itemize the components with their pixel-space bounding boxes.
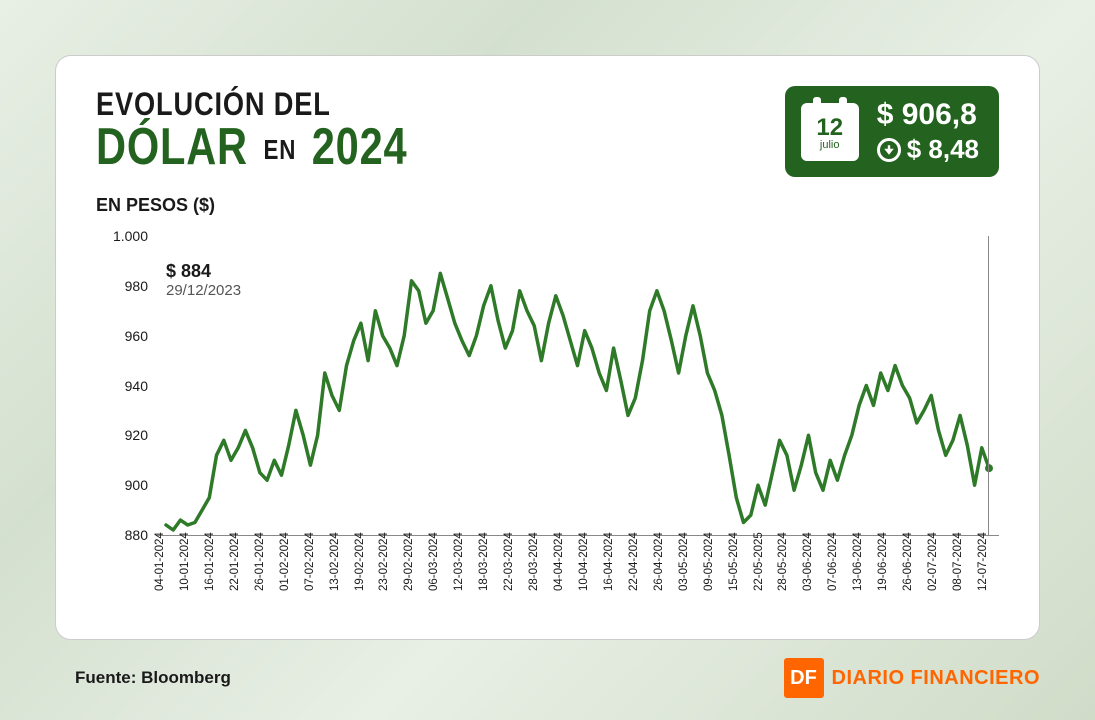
brand-text: DIARIO FINANCIERO — [832, 667, 1041, 690]
badge-values: $ 906,8 $ 8,48 — [877, 98, 979, 165]
x-tick: 26-04-2024 — [653, 532, 665, 591]
x-tick: 19-06-2024 — [877, 532, 889, 591]
title-line2: DÓLAR EN 2024 — [96, 117, 408, 177]
title-year: 2024 — [312, 118, 408, 176]
value-badge: 12 julio $ 906,8 $ 8,48 — [785, 86, 999, 177]
x-tick: 23-02-2024 — [378, 532, 390, 591]
x-tick: 22-05-2025 — [753, 532, 765, 591]
title-block: EVOLUCIÓN DEL DÓLAR EN 2024 EN PESOS ($) — [96, 86, 485, 216]
x-tick: 03-05-2024 — [678, 532, 690, 591]
x-tick: 19-02-2024 — [354, 532, 366, 591]
x-tick: 15-05-2024 — [728, 532, 740, 591]
x-tick: 06-03-2024 — [428, 532, 440, 591]
title-dolar: DÓLAR — [96, 118, 248, 176]
y-tick: 980 — [125, 278, 148, 294]
x-tick: 04-04-2024 — [553, 532, 565, 591]
x-tick: 08-07-2024 — [952, 532, 964, 591]
x-tick: 22-01-2024 — [229, 532, 241, 591]
x-tick: 26-06-2024 — [902, 532, 914, 591]
x-tick: 28-03-2024 — [528, 532, 540, 591]
header-row: EVOLUCIÓN DEL DÓLAR EN 2024 EN PESOS ($)… — [96, 86, 999, 216]
x-tick: 12-07-2024 — [977, 532, 989, 591]
x-axis: 04-01-202410-01-202416-01-202422-01-2024… — [156, 536, 999, 591]
x-tick: 10-04-2024 — [578, 532, 590, 591]
y-tick: 1.000 — [113, 228, 148, 244]
x-tick: 09-05-2024 — [703, 532, 715, 591]
x-tick: 02-07-2024 — [927, 532, 939, 591]
x-tick: 22-03-2024 — [503, 532, 515, 591]
calendar-icon: 12 julio — [801, 103, 859, 161]
badge-main-value: $ 906,8 — [877, 98, 979, 132]
y-axis: 8809009209409609801.000 — [96, 236, 156, 536]
badge-change-text: $ 8,48 — [907, 134, 979, 165]
y-tick: 940 — [125, 378, 148, 394]
arrow-down-icon — [877, 138, 901, 162]
chart-area: $ 884 29/12/2023 8809009209409609801.000… — [96, 236, 999, 591]
line-chart-svg — [156, 236, 999, 535]
x-tick: 12-03-2024 — [453, 532, 465, 591]
x-tick: 13-02-2024 — [329, 532, 341, 591]
chart-card: EVOLUCIÓN DEL DÓLAR EN 2024 EN PESOS ($)… — [55, 55, 1040, 640]
x-tick: 28-05-2024 — [777, 532, 789, 591]
y-tick: 900 — [125, 477, 148, 493]
subtitle: EN PESOS ($) — [96, 195, 485, 216]
x-tick: 07-02-2024 — [304, 532, 316, 591]
x-tick: 22-04-2024 — [628, 532, 640, 591]
y-tick: 920 — [125, 427, 148, 443]
x-tick: 16-01-2024 — [204, 532, 216, 591]
brand-logo: DF DIARIO FINANCIERO — [784, 658, 1041, 698]
x-tick: 16-04-2024 — [603, 532, 615, 591]
footer: Fuente: Bloomberg DF DIARIO FINANCIERO — [75, 658, 1040, 698]
y-tick: 880 — [125, 527, 148, 543]
end-vertical-line — [988, 236, 989, 536]
x-tick: 10-01-2024 — [179, 532, 191, 591]
calendar-month: julio — [820, 140, 840, 151]
x-tick: 26-01-2024 — [254, 532, 266, 591]
x-tick: 13-06-2024 — [852, 532, 864, 591]
x-tick: 07-06-2024 — [827, 532, 839, 591]
x-tick: 18-03-2024 — [478, 532, 490, 591]
brand-square: DF — [784, 658, 824, 698]
x-tick: 01-02-2024 — [279, 532, 291, 591]
x-tick: 04-01-2024 — [154, 532, 166, 591]
y-tick: 960 — [125, 328, 148, 344]
x-tick: 29-02-2024 — [403, 532, 415, 591]
badge-change-value: $ 8,48 — [877, 134, 979, 165]
plot-area — [156, 236, 999, 536]
title-en: EN — [263, 134, 296, 165]
calendar-day: 12 — [816, 116, 843, 140]
source-text: Fuente: Bloomberg — [75, 668, 231, 688]
x-tick: 03-06-2024 — [802, 532, 814, 591]
